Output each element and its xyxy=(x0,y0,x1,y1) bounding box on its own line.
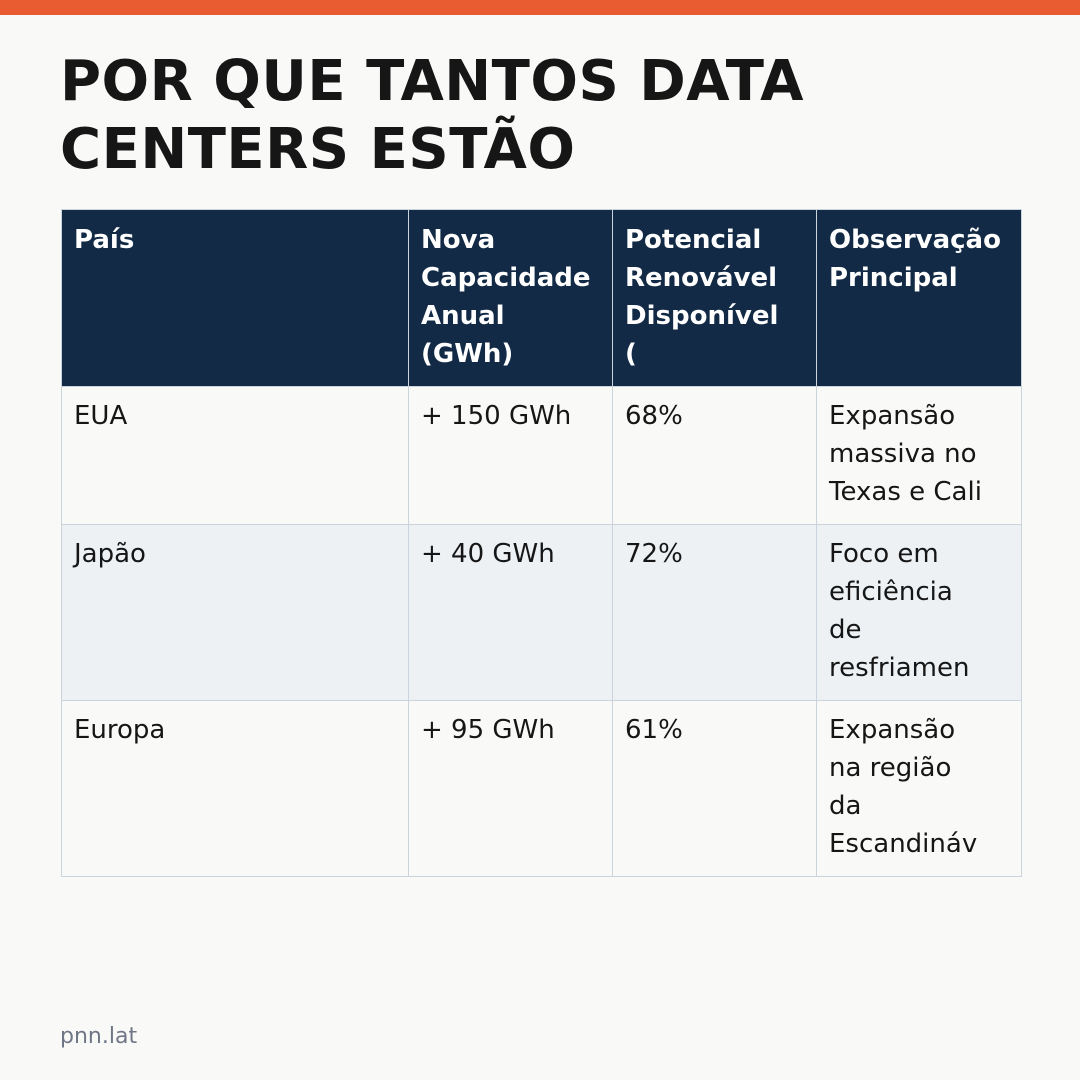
header-capacity: Nova Capacidade Anual (GWh) xyxy=(408,209,613,387)
comparison-table: País Nova Capacidade Anual (GWh) Potenci… xyxy=(61,209,1022,877)
cell-renewable: 61% xyxy=(612,700,817,877)
header-line: Capacidade xyxy=(421,263,591,293)
accent-bar xyxy=(0,0,1080,15)
header-country: País xyxy=(61,209,409,387)
cell-note: Expansão massiva no Texas e Cali xyxy=(816,386,1022,525)
note-line: eficiência xyxy=(829,577,953,607)
footer-source: pnn.lat xyxy=(60,1024,138,1049)
cell-capacity: + 95 GWh xyxy=(408,700,613,877)
header-line: Renovável xyxy=(625,263,778,293)
cell-country: Japão xyxy=(61,524,409,701)
note-line: de xyxy=(829,615,862,645)
cell-capacity: + 150 GWh xyxy=(408,386,613,525)
header-line: País xyxy=(74,225,135,255)
header-line: Disponível xyxy=(625,301,779,331)
table-row: EUA + 150 GWh 68% Expansão massiva no Te… xyxy=(61,386,1022,525)
header-line: Anual xyxy=(421,301,505,331)
cell-note: Foco em eficiência de resfriamen xyxy=(816,524,1022,701)
header-note: Observação Principal xyxy=(816,209,1022,387)
cell-renewable: 72% xyxy=(612,524,817,701)
note-line: na região xyxy=(829,753,952,783)
header-line: ( xyxy=(625,339,637,369)
table-row: Europa + 95 GWh 61% Expansão na região d… xyxy=(61,700,1022,877)
header-line: Observação xyxy=(829,225,1001,255)
page-title: POR QUE TANTOS DATA CENTERS ESTÃO xyxy=(60,49,804,182)
header-line: Principal xyxy=(829,263,958,293)
note-line: Escandináv xyxy=(829,829,978,859)
cell-country: EUA xyxy=(61,386,409,525)
note-line: Foco em xyxy=(829,539,939,569)
table-row: Japão + 40 GWh 72% Foco em eficiência de… xyxy=(61,524,1022,701)
table-header-row: País Nova Capacidade Anual (GWh) Potenci… xyxy=(61,209,1022,387)
note-line: Texas e Cali xyxy=(829,477,982,507)
header-line: (GWh) xyxy=(421,339,514,369)
cell-note: Expansão na região da Escandináv xyxy=(816,700,1022,877)
note-line: Expansão xyxy=(829,715,956,745)
header-renewable: Potencial Renovável Disponível ( xyxy=(612,209,817,387)
cell-capacity: + 40 GWh xyxy=(408,524,613,701)
note-line: da xyxy=(829,791,862,821)
header-line: Nova xyxy=(421,225,496,255)
header-line: Potencial xyxy=(625,225,762,255)
note-line: resfriamen xyxy=(829,653,970,683)
note-line: Expansão xyxy=(829,401,956,431)
cell-renewable: 68% xyxy=(612,386,817,525)
cell-country: Europa xyxy=(61,700,409,877)
note-line: massiva no xyxy=(829,439,977,469)
